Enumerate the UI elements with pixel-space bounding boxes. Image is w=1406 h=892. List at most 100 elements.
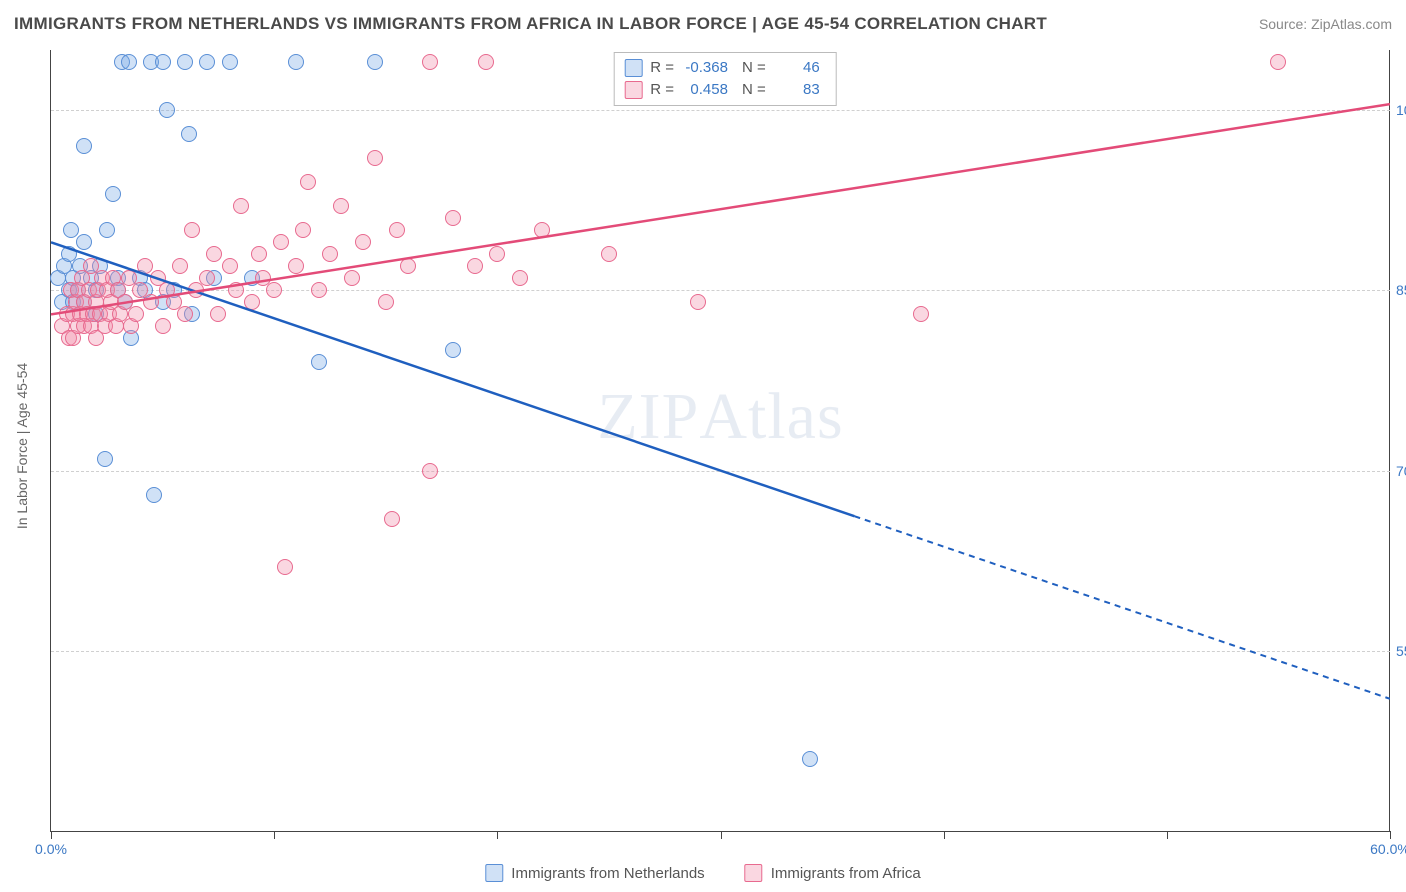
grid-line xyxy=(51,110,1390,111)
data-point-africa xyxy=(177,306,193,322)
legend-item-africa: Immigrants from Africa xyxy=(745,864,921,882)
series-name-africa: Immigrants from Africa xyxy=(771,865,921,882)
data-point-africa xyxy=(601,246,617,262)
n-value-netherlands: 46 xyxy=(774,57,826,79)
series-name-netherlands: Immigrants from Netherlands xyxy=(511,865,704,882)
data-point-netherlands xyxy=(105,186,121,202)
data-point-africa xyxy=(184,222,200,238)
data-point-netherlands xyxy=(76,234,92,250)
data-point-africa xyxy=(251,246,267,262)
data-point-africa xyxy=(534,222,550,238)
x-tick xyxy=(721,831,722,839)
data-point-africa xyxy=(355,234,371,250)
data-point-africa xyxy=(206,246,222,262)
data-point-netherlands xyxy=(311,354,327,370)
data-point-africa xyxy=(143,294,159,310)
correlation-legend: R = -0.368 N = 46 R = 0.458 N = 83 xyxy=(613,52,837,106)
data-point-africa xyxy=(222,258,238,274)
data-point-africa xyxy=(128,306,144,322)
n-value-africa: 83 xyxy=(774,79,826,101)
data-point-africa xyxy=(344,270,360,286)
data-point-africa xyxy=(445,210,461,226)
data-point-netherlands xyxy=(802,751,818,767)
regression-lines xyxy=(51,50,1390,831)
data-point-africa xyxy=(300,174,316,190)
grid-line xyxy=(51,471,1390,472)
data-point-netherlands xyxy=(159,102,175,118)
r-value-netherlands: -0.368 xyxy=(682,57,734,79)
data-point-africa xyxy=(172,258,188,274)
data-point-netherlands xyxy=(155,54,171,70)
swatch-africa xyxy=(624,81,642,99)
data-point-africa xyxy=(155,318,171,334)
data-point-netherlands xyxy=(177,54,193,70)
watermark: ZIPAtlas xyxy=(597,379,843,455)
x-tick-label: 60.0% xyxy=(1370,841,1406,857)
data-point-africa xyxy=(389,222,405,238)
grid-line xyxy=(51,290,1390,291)
source-label: Source: ZipAtlas.com xyxy=(1259,16,1392,32)
data-point-africa xyxy=(489,246,505,262)
data-point-africa xyxy=(199,270,215,286)
data-point-netherlands xyxy=(146,487,162,503)
x-tick xyxy=(274,831,275,839)
data-point-africa xyxy=(422,463,438,479)
data-point-africa xyxy=(311,282,327,298)
data-point-africa xyxy=(478,54,494,70)
data-point-africa xyxy=(378,294,394,310)
data-point-africa xyxy=(288,258,304,274)
data-point-africa xyxy=(512,270,528,286)
data-point-netherlands xyxy=(445,342,461,358)
data-point-africa xyxy=(690,294,706,310)
x-tick xyxy=(51,831,52,839)
data-point-africa xyxy=(333,198,349,214)
swatch-netherlands-bottom xyxy=(485,864,503,882)
data-point-netherlands xyxy=(367,54,383,70)
data-point-africa xyxy=(295,222,311,238)
data-point-africa xyxy=(266,282,282,298)
y-tick-label: 85.0% xyxy=(1396,282,1406,298)
data-point-netherlands xyxy=(63,222,79,238)
data-point-netherlands xyxy=(288,54,304,70)
data-point-africa xyxy=(367,150,383,166)
y-axis-title: In Labor Force | Age 45-54 xyxy=(14,363,30,529)
legend-row-netherlands: R = -0.368 N = 46 xyxy=(624,57,826,79)
watermark-bold: ZIP xyxy=(597,380,699,453)
bottom-legend: Immigrants from Netherlands Immigrants f… xyxy=(485,864,920,882)
data-point-africa xyxy=(422,54,438,70)
data-point-africa xyxy=(1270,54,1286,70)
r-value-africa: 0.458 xyxy=(682,79,734,101)
data-point-netherlands xyxy=(99,222,115,238)
chart-title: IMMIGRANTS FROM NETHERLANDS VS IMMIGRANT… xyxy=(14,14,1047,34)
data-point-africa xyxy=(228,282,244,298)
data-point-netherlands xyxy=(76,138,92,154)
legend-item-netherlands: Immigrants from Netherlands xyxy=(485,864,704,882)
x-tick xyxy=(497,831,498,839)
data-point-africa xyxy=(400,258,416,274)
data-point-africa xyxy=(277,559,293,575)
data-point-africa xyxy=(384,511,400,527)
x-tick xyxy=(944,831,945,839)
r-label: R = xyxy=(650,57,674,79)
data-point-africa xyxy=(137,258,153,274)
data-point-africa xyxy=(233,198,249,214)
swatch-africa-bottom xyxy=(745,864,763,882)
r-label: R = xyxy=(650,79,674,101)
plot-area: ZIPAtlas R = -0.368 N = 46 R = 0.458 N =… xyxy=(50,50,1390,832)
legend-row-africa: R = 0.458 N = 83 xyxy=(624,79,826,101)
data-point-africa xyxy=(210,306,226,322)
y-tick-label: 100.0% xyxy=(1396,102,1406,118)
swatch-netherlands xyxy=(624,59,642,77)
watermark-light: Atlas xyxy=(699,380,843,453)
data-point-africa xyxy=(244,294,260,310)
data-point-africa xyxy=(322,246,338,262)
data-point-africa xyxy=(913,306,929,322)
data-point-netherlands xyxy=(121,54,137,70)
data-point-netherlands xyxy=(97,451,113,467)
n-label: N = xyxy=(742,57,766,79)
data-point-africa xyxy=(467,258,483,274)
x-tick-label: 0.0% xyxy=(35,841,67,857)
x-tick xyxy=(1390,831,1391,839)
data-point-netherlands xyxy=(181,126,197,142)
x-tick xyxy=(1167,831,1168,839)
